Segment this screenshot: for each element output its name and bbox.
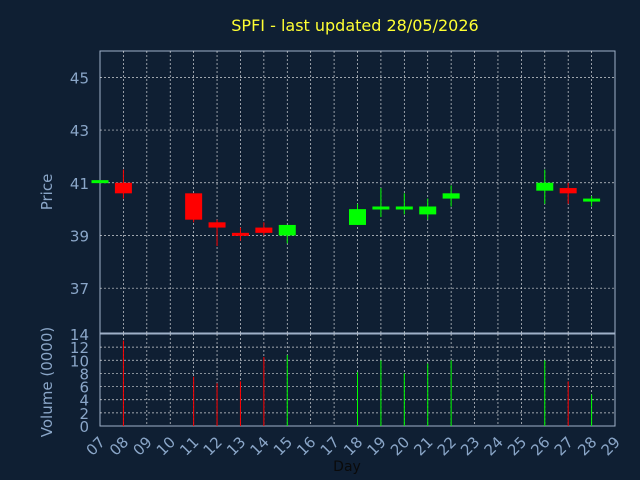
volume-tick-label: 4 (79, 392, 89, 410)
x-tick-labels: 0708091011121314151617181920212223242526… (83, 433, 624, 459)
x-tick-label: 14 (246, 433, 272, 459)
x-axis-label: Day (333, 459, 361, 475)
x-tick-label: 21 (410, 433, 436, 459)
candle-body (208, 222, 226, 228)
x-tick-label: 17 (317, 433, 343, 459)
x-tick-label: 11 (176, 433, 202, 459)
x-tick-label: 18 (340, 433, 366, 459)
volume-tick-label: 12 (70, 339, 89, 357)
x-tick-label: 09 (129, 433, 155, 459)
x-tick-label: 15 (270, 433, 296, 459)
volume-tick-label: 14 (70, 326, 89, 344)
candle-body (419, 206, 437, 215)
candle-body (442, 193, 460, 199)
candle-body (372, 206, 390, 210)
candle-body (559, 188, 577, 194)
x-tick-label: 12 (200, 433, 226, 459)
price-tick-label: 45 (70, 69, 89, 87)
price-tick-label: 43 (70, 122, 89, 140)
price-tick-label: 39 (70, 227, 89, 245)
candle-body (536, 182, 554, 191)
x-tick-label: 23 (457, 433, 483, 459)
price-axis-label: Price (38, 174, 56, 211)
x-tick-label: 27 (551, 433, 577, 459)
x-tick-label: 28 (574, 433, 600, 459)
candle-body (349, 209, 366, 225)
x-tick-label: 13 (223, 433, 249, 459)
price-tick-label: 41 (70, 175, 89, 193)
candle-body (583, 198, 601, 202)
x-tick-label: 26 (527, 433, 553, 459)
volume-tick-label: 2 (79, 405, 89, 423)
x-tick-label: 08 (106, 433, 132, 459)
volume-tick-label: 10 (70, 352, 89, 370)
x-tick-label: 10 (153, 433, 179, 459)
price-tick-label: 37 (70, 280, 89, 298)
volume-axis-label: Volume (0000) (38, 327, 56, 437)
x-tick-label: 20 (387, 433, 413, 459)
x-tick-label: 25 (504, 433, 530, 459)
candle-body (114, 182, 132, 194)
candle-body (185, 193, 203, 220)
candle-body (91, 180, 109, 184)
x-tick-label: 07 (83, 433, 109, 459)
candle-body (231, 232, 249, 236)
x-tick-label: 16 (293, 433, 319, 459)
x-tick-label: 29 (598, 433, 624, 459)
x-tick-label: 22 (434, 433, 460, 459)
volume-tick-label: 6 (79, 379, 89, 397)
volume-panel (99, 333, 616, 427)
x-tick-label: 19 (364, 433, 390, 459)
volume-tick-label: 8 (79, 365, 89, 383)
candle-body (395, 206, 413, 210)
candle-body (255, 227, 273, 233)
price-panel (91, 50, 616, 334)
chart-title: SPFI - last updated 28/05/2026 (231, 16, 478, 35)
candle-body (278, 224, 296, 236)
volume-tick-label: 0 (79, 418, 89, 436)
x-tick-label: 24 (481, 433, 507, 459)
